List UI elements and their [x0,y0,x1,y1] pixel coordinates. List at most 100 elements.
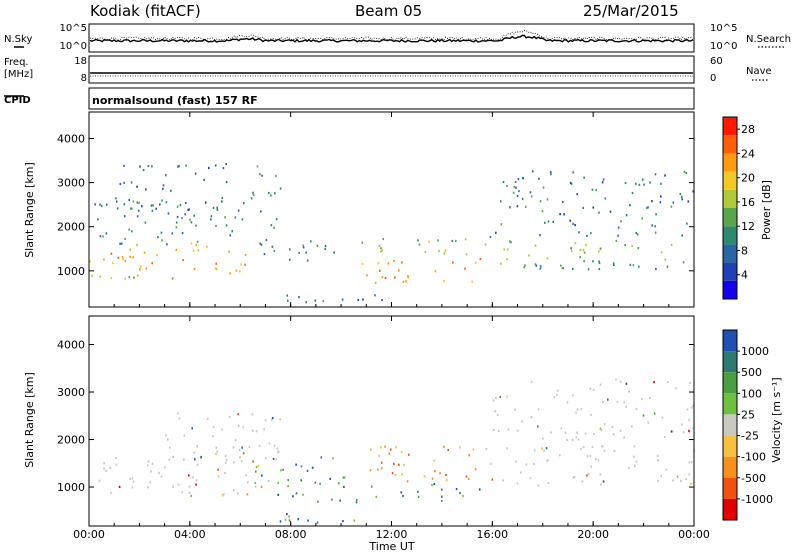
power-cell [534,263,537,266]
velocity-cell [497,430,500,433]
power-cell [531,170,534,173]
power-cell [151,262,153,265]
power-cell [181,232,184,235]
power-cell [683,170,686,173]
velocity-cell [370,448,372,451]
power-cell [100,204,103,208]
velocity-cell [380,461,383,464]
velocity-cell [602,480,605,483]
power-colorbar-segment [723,280,737,299]
velocity-cell [181,491,183,494]
power-cell [464,267,466,270]
power-cell [609,210,612,213]
y-tick-label: 2000 [57,221,85,234]
power-cell [208,166,210,170]
velocity-cell [575,411,577,414]
velocity-cell [441,495,443,498]
velocity-cell [675,387,677,390]
power-cell [214,164,217,167]
power-cell [687,200,690,203]
velocity-cell [688,429,690,432]
velocity-cell [206,417,209,420]
power-cell [681,234,683,237]
velocity-cell [221,494,224,497]
power-cell [185,164,187,167]
velocity-cell [445,473,447,476]
velocity-cell [172,485,174,488]
power-cell [405,280,407,283]
noise-right-tick-bottom: 10^0 [710,41,737,52]
velocity-cell [217,468,219,471]
power-cell [235,269,238,272]
power-cell [252,191,254,194]
power-cell [270,224,273,227]
velocity-cell [692,404,694,407]
cpid-label: CPID [4,95,31,106]
power-cell [361,241,363,244]
power-cell [539,265,542,268]
velocity-cell [582,446,585,449]
velocity-cell [670,430,673,433]
power-cell [132,200,135,203]
power-cell [279,187,282,190]
power-cell [215,224,217,228]
power-cell [643,183,645,186]
power-cell [136,244,138,247]
power-cell [119,242,121,245]
velocity-cell [653,412,656,415]
power-cell [310,240,312,243]
power-cell [267,191,270,195]
y-tick-label: 1000 [57,481,85,494]
power-cell [110,252,113,255]
velocity-cell [628,390,630,393]
velocity-cell [521,420,523,423]
power-cell [212,206,215,209]
velocity-cell [495,397,497,400]
velocity-cell [192,476,194,479]
velocity-cell [242,426,245,429]
freq-panel: Freq. [MHz] 18 8 60 0 Nave [4,55,772,84]
velocity-cell [628,466,630,470]
power-cell [546,257,549,260]
power-cell [474,261,477,264]
power-cell [215,262,217,265]
velocity-cell [692,427,694,430]
power-cell [499,200,502,203]
power-cell [592,206,595,209]
power-cell [165,174,167,177]
velocity-cell [685,478,687,481]
velocity-cell [575,436,578,439]
power-cell [260,243,263,246]
power-cell [381,249,384,252]
power-cell [324,244,327,248]
velocity-cell [601,445,603,448]
velocity-cell [402,494,404,498]
power-cell [654,231,657,234]
velocity-cell [146,464,149,467]
velocity-cell [342,520,344,523]
power-cell [250,197,253,200]
velocity-cell [688,473,691,476]
velocity-cell [599,427,602,430]
power-cell [316,244,319,247]
velocity-cell [265,457,267,460]
power-cell [115,200,118,203]
velocity-cell [408,453,410,456]
power-cell [451,239,454,243]
power-cell [270,194,272,197]
power-cell [570,182,573,185]
velocity-cell [172,455,174,458]
power-cell [203,178,205,181]
velocity-cell [642,414,645,417]
power-cell [538,177,540,180]
velocity-cell [590,413,592,416]
velocity-heatmap [98,378,695,524]
power-cell [506,258,508,261]
power-cell [655,268,657,271]
velocity-cell [394,473,397,477]
velocity-cell [478,488,481,491]
velocity-cell [118,485,121,488]
velocity-cell [165,434,167,437]
power-cell [176,215,179,219]
power-cell [192,249,195,253]
